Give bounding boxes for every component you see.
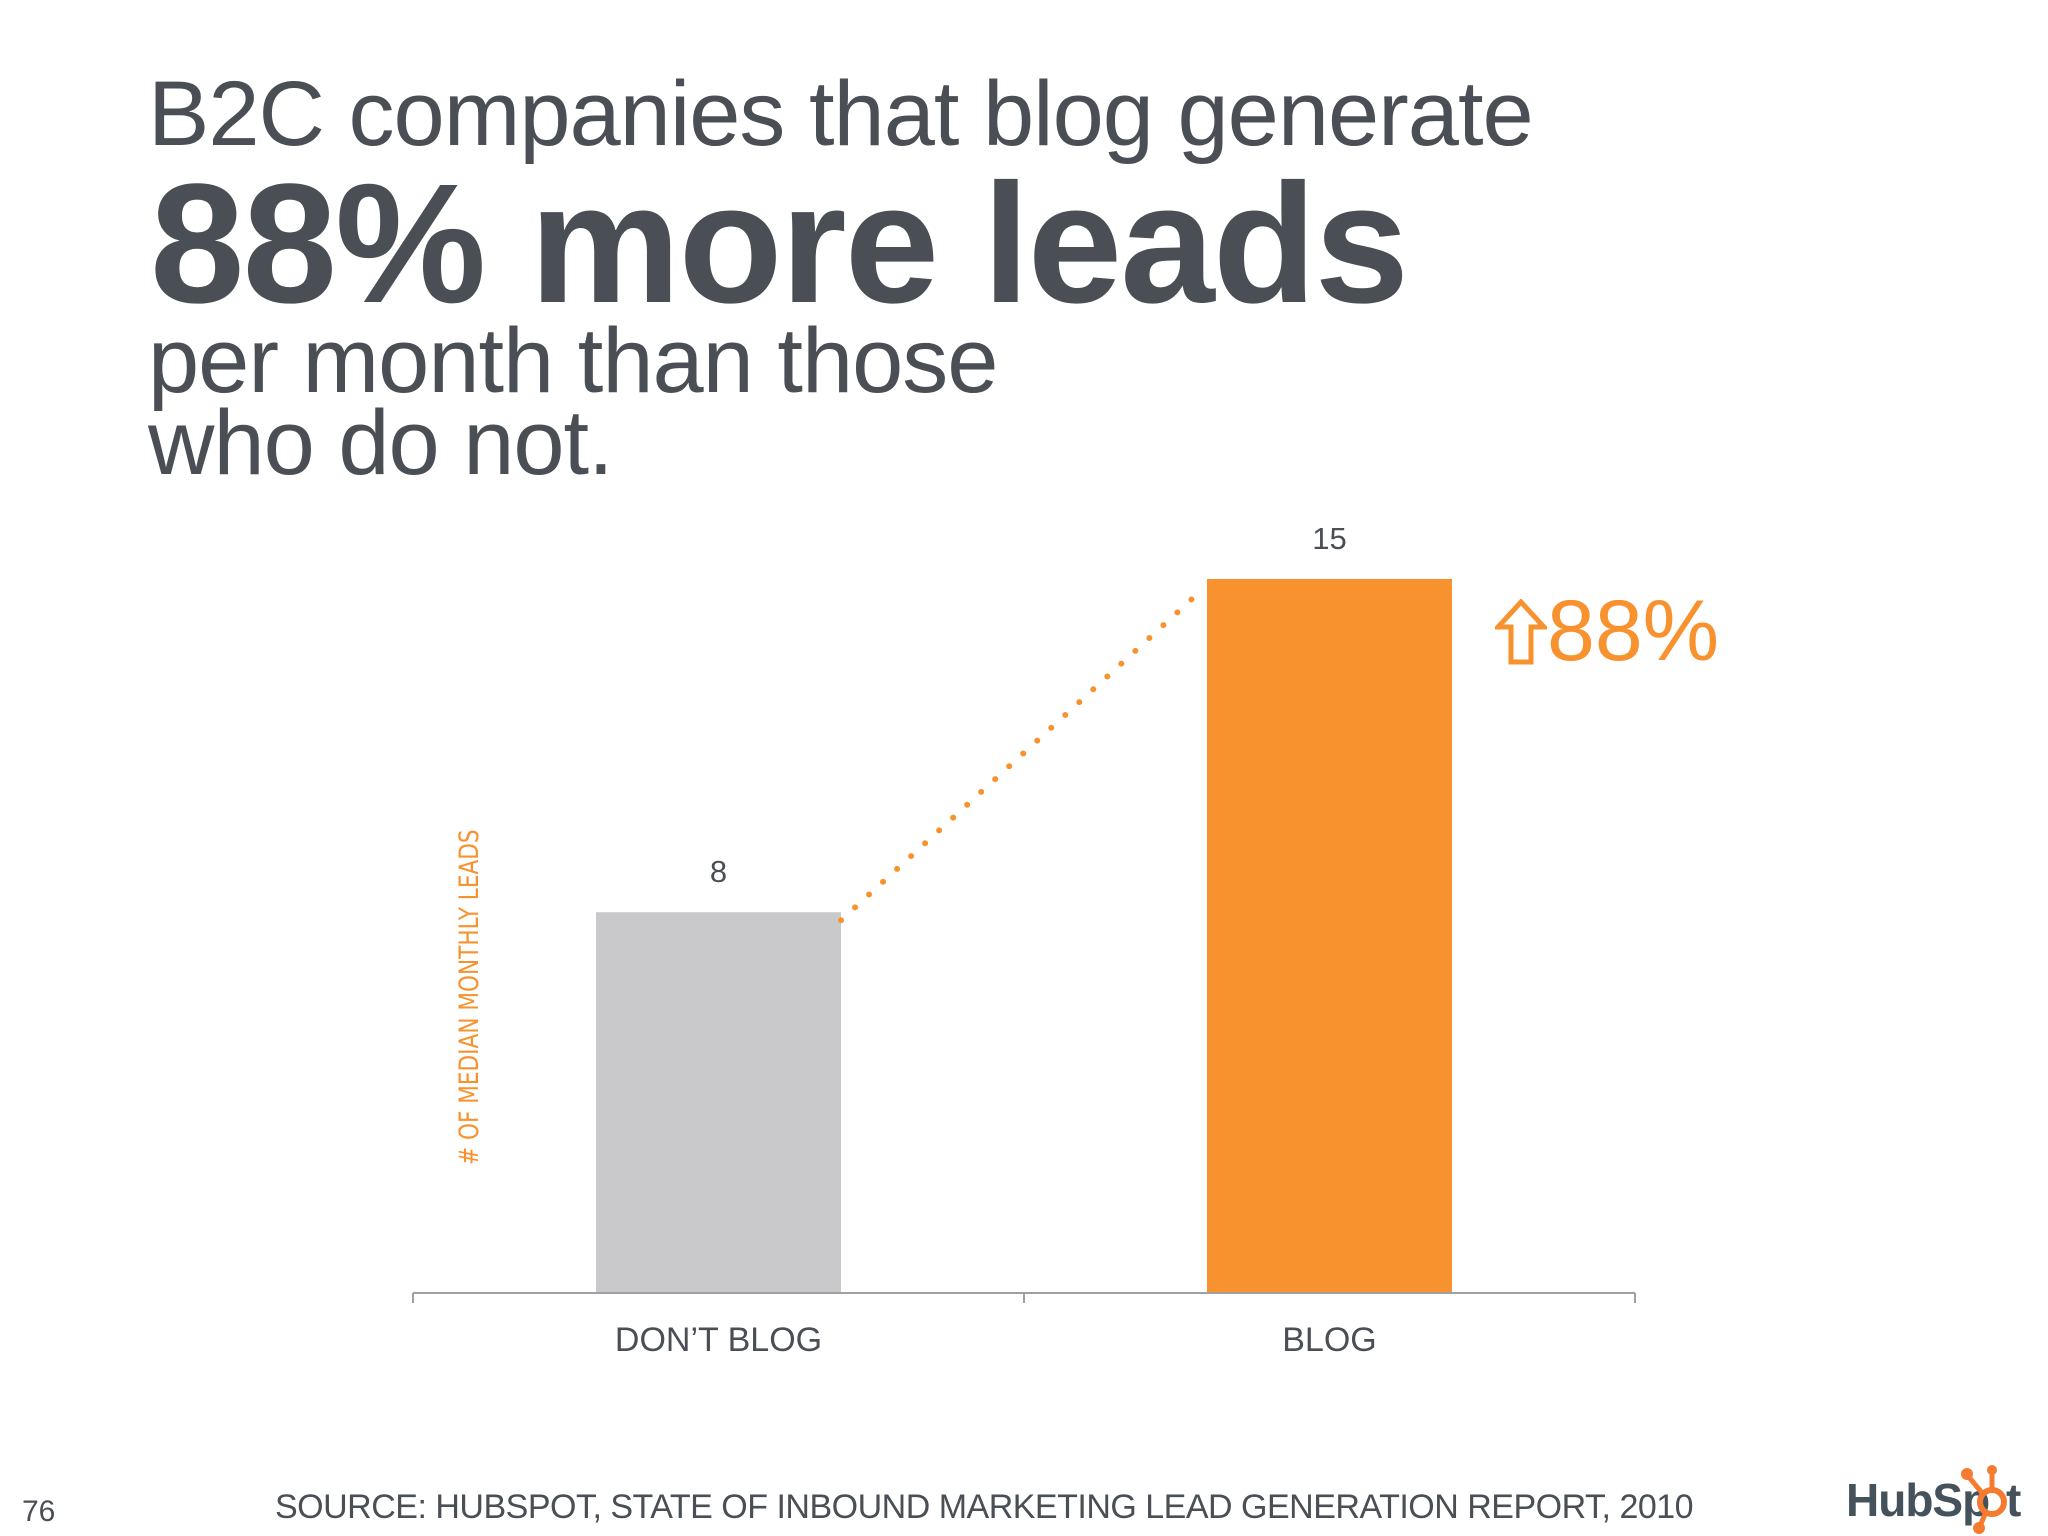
- headline-line3: per month than those: [148, 310, 998, 412]
- headline-line1: B2C companies that blog generate: [148, 63, 1534, 165]
- hubspot-logo: HubSp t: [1846, 1465, 2021, 1534]
- headline-line4: who do not.: [148, 392, 614, 494]
- y-axis-label: # OF MEDIAN MONTHLY LEADS: [454, 829, 485, 1165]
- category-label: DON’T BLOG: [615, 1321, 822, 1359]
- headline-rest: per month than those who do not.: [148, 315, 998, 489]
- page-number: 76: [22, 1495, 56, 1528]
- category-label: BLOG: [1282, 1321, 1376, 1359]
- headline-emphasis: 88% more leads: [150, 149, 1409, 339]
- svg-text:t: t: [2006, 1474, 2021, 1526]
- data-label: 8: [710, 854, 727, 889]
- dotted-connector-line: [838, 585, 1207, 924]
- svg-text:HubSp: HubSp: [1846, 1474, 1989, 1526]
- bar-0: [596, 912, 841, 1293]
- increase-annotation: 88%: [1495, 582, 1719, 681]
- data-label: 15: [1312, 521, 1346, 556]
- hollow-up-arrow-icon: [1495, 598, 1547, 664]
- bar-1: [1207, 579, 1452, 1293]
- source-citation: SOURCE: HUBSPOT, STATE OF INBOUND MARKET…: [275, 1488, 1694, 1526]
- increase-value: 88%: [1547, 583, 1720, 679]
